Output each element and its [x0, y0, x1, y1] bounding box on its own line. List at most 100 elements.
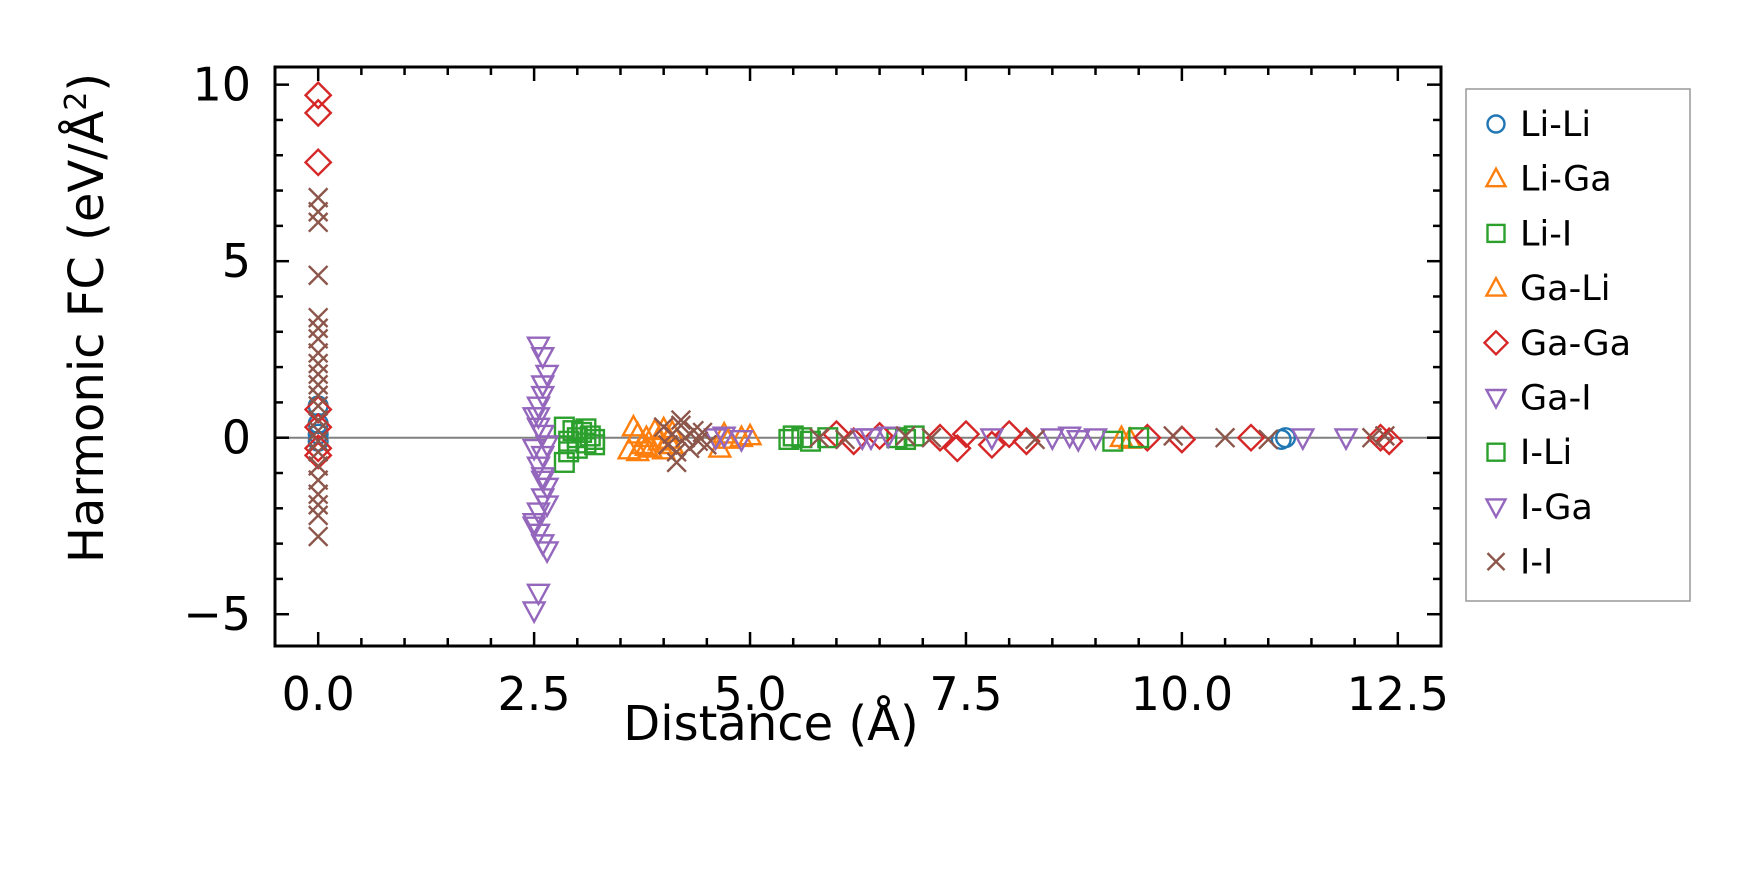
legend-marker-ga-ga: [1482, 329, 1510, 356]
legend-label-li-li: Li-Li: [1520, 105, 1591, 145]
x-marker-stroke: [307, 385, 329, 406]
x-axis-label: Distance (Å): [623, 695, 918, 752]
point-ga-ga: [303, 147, 333, 177]
point-ga-ga: [839, 426, 869, 456]
x-marker-stroke: [1258, 429, 1279, 450]
point-i-i: [307, 307, 329, 328]
legend-label-li-i: Li-I: [1520, 214, 1572, 254]
x-marker-stroke: [1163, 425, 1184, 447]
x-marker-stroke: [696, 434, 718, 455]
point-ga-i: [534, 541, 560, 565]
point-i-i: [307, 374, 329, 395]
point-li-ga: [711, 420, 737, 444]
x-marker-stroke: [307, 342, 329, 364]
legend-label-ga-ga: Ga-Ga: [1520, 324, 1631, 364]
point-li-i: [799, 430, 822, 452]
point-i-ga: [875, 426, 901, 450]
point-ga-ga: [942, 433, 972, 463]
point-i-i: [307, 526, 329, 547]
point-i-i: [834, 429, 856, 450]
point-i-i: [696, 434, 718, 455]
legend: Li-Li Li-Ga Li-I Ga-Li Ga-Ga Ga-I I-Li I-Ga I-I: [1465, 88, 1691, 602]
point-ga-li: [625, 438, 651, 462]
point-i-i: [895, 425, 916, 447]
point-i-i: [1374, 425, 1396, 447]
point-li-i: [778, 428, 800, 451]
x-marker-stroke: [307, 505, 329, 526]
x-marker-stroke: [307, 212, 329, 233]
point-i-i: [670, 415, 692, 436]
y-tick-label: 10: [192, 58, 251, 112]
point-ga-i: [1290, 428, 1316, 452]
x-marker-stroke: [307, 201, 329, 222]
x-marker-stroke: [1361, 427, 1383, 448]
point-i-i: [307, 409, 329, 431]
x-marker-stroke: [307, 307, 329, 328]
x-marker-stroke: [307, 353, 329, 374]
x-marker-stroke: [670, 409, 692, 431]
point-i-i: [307, 201, 329, 222]
point-i-ga: [521, 438, 547, 462]
x-marker-stroke: [307, 420, 329, 441]
point-i-i: [307, 505, 329, 526]
point-i-i: [921, 427, 942, 448]
x-marker-stroke: [307, 526, 329, 547]
x-marker-stroke: [1486, 552, 1506, 571]
point-ga-ga: [303, 80, 333, 110]
y-axis-label-main: Harmonic FC (eV/Å: [58, 111, 115, 564]
data-markers: [275, 80, 1441, 625]
point-i-i: [1024, 429, 1046, 450]
y-axis-label: Harmonic FC (eV/Å2): [58, 73, 115, 563]
point-i-i: [1214, 427, 1236, 448]
legend-marker-li-i: [1486, 223, 1506, 244]
point-i-ga: [534, 495, 560, 519]
y-tick-label: −5: [183, 587, 251, 641]
x-tick-label: 5.0: [713, 667, 786, 721]
legend-label-li-ga: Li-Ga: [1520, 160, 1612, 200]
point-ga-ga: [1236, 423, 1266, 453]
point-ga-i: [979, 428, 1005, 452]
point-ga-ga: [977, 430, 1007, 460]
point-i-i: [692, 422, 713, 443]
x-marker-stroke: [921, 427, 942, 448]
point-i-i: [307, 483, 329, 505]
legend-box: [1465, 88, 1691, 602]
x-marker-stroke: [307, 318, 329, 339]
point-i-i: [1258, 429, 1279, 450]
point-i-i: [307, 363, 329, 385]
x-tick-label: 10.0: [1131, 667, 1233, 721]
point-ga-li: [633, 433, 659, 456]
legend-marker-i-i: [1486, 552, 1506, 571]
point-ga-i: [1333, 428, 1359, 452]
x-marker-stroke: [895, 425, 916, 447]
point-ga-li: [651, 436, 677, 460]
x-marker-stroke: [692, 422, 713, 443]
point-i-i: [666, 452, 687, 473]
plot-area: [275, 80, 1441, 625]
point-i-i: [670, 409, 692, 431]
point-ga-li: [737, 422, 763, 446]
x-marker-stroke: [670, 415, 692, 436]
point-i-ga: [1039, 428, 1065, 452]
legend-marker-i-li: [1486, 442, 1506, 462]
legend-label-ga-i: Ga-I: [1520, 379, 1592, 419]
point-ga-i: [525, 583, 551, 607]
x-marker-stroke: [307, 409, 329, 431]
x-tick-label: 7.5: [929, 667, 1002, 721]
point-ga-i: [530, 347, 556, 371]
x-marker-stroke: [307, 363, 329, 385]
point-li-li: [1274, 427, 1297, 449]
point-i-i: [307, 342, 329, 364]
point-i-i: [307, 420, 329, 441]
point-ga-ga: [951, 419, 981, 449]
legend-marker-li-ga: [1484, 166, 1508, 188]
legend-label-ga-li: Ga-Li: [1520, 269, 1610, 309]
legend-label-i-li: I-Li: [1520, 433, 1572, 473]
x-marker-stroke: [1024, 429, 1046, 450]
x-tick-label: 12.5: [1347, 667, 1449, 721]
point-i-i: [307, 353, 329, 374]
x-tick-label: 0.0: [282, 667, 355, 721]
x-marker-stroke: [834, 429, 856, 450]
